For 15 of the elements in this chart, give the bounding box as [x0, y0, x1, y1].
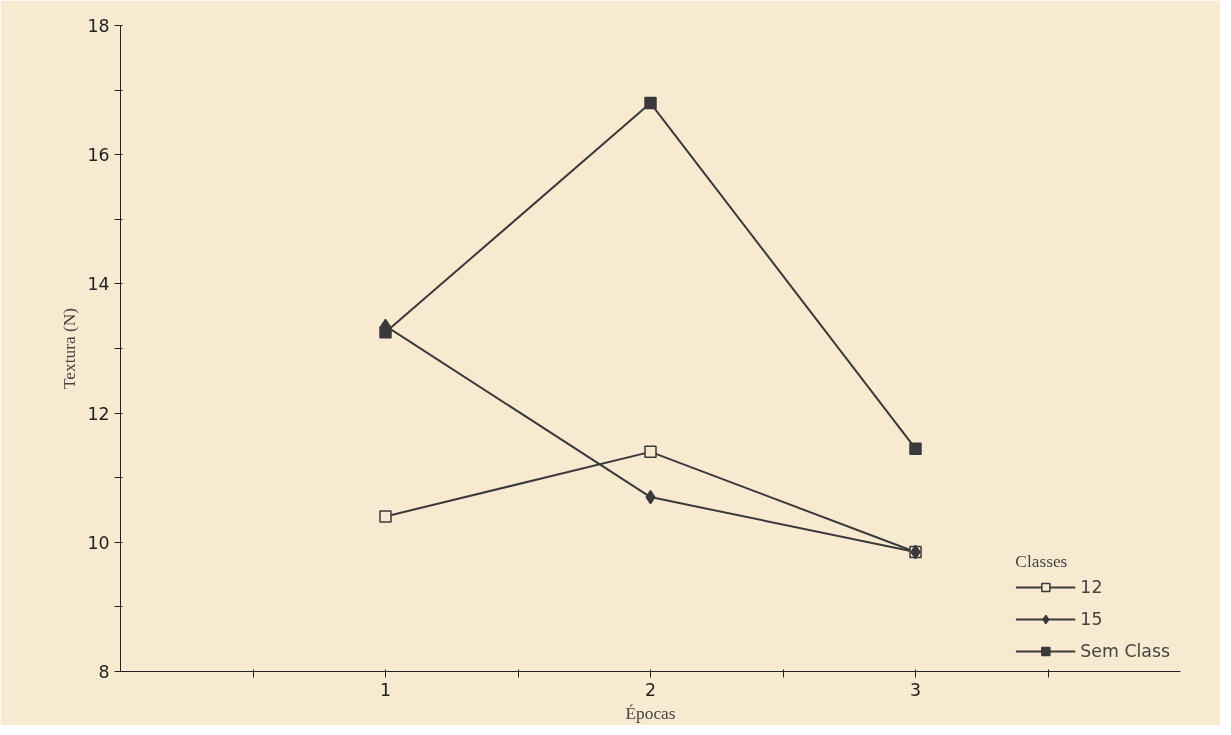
y-axis-title: Textura (N) [60, 307, 80, 390]
legend-label: Sem Class [1080, 641, 1170, 661]
y-tick-label: 12 [87, 403, 110, 424]
y-tick-label: 10 [87, 532, 110, 553]
x-tick-label: 3 [909, 679, 922, 700]
y-tick-label: 16 [87, 145, 110, 166]
legend-title: Classes [1015, 552, 1069, 572]
legend-label: 12 [1080, 577, 1103, 597]
x-axis-title: Épocas [625, 703, 676, 723]
x-tick-label: 2 [644, 679, 657, 700]
y-tick-label: 8 [98, 662, 110, 682]
y-tick-label: 14 [87, 274, 110, 295]
legend-label: 15 [1080, 609, 1103, 629]
x-tick-label: 1 [379, 679, 392, 700]
y-tick-label: 18 [87, 16, 110, 36]
